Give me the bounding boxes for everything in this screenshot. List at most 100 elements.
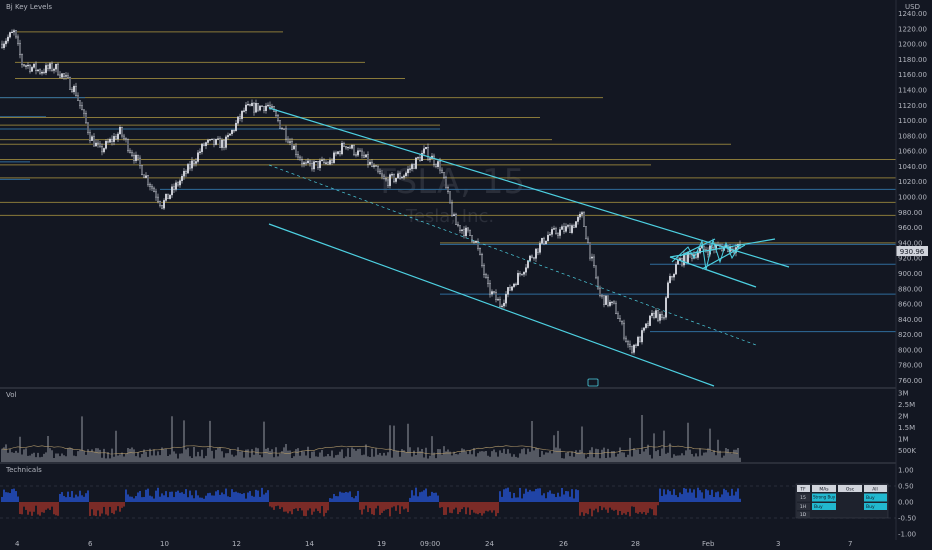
candle-body [587, 238, 590, 244]
candle-body [655, 310, 658, 318]
candle-body [477, 241, 480, 249]
candle-body [317, 161, 320, 168]
technicals-histogram [1, 487, 741, 517]
candle-body [140, 165, 143, 176]
volume-tick-label: 500K [898, 447, 916, 455]
candle-body [487, 277, 490, 284]
candle-body [250, 102, 253, 107]
candle-body [25, 65, 28, 67]
indicator-title[interactable]: Bj Key Levels [6, 3, 52, 11]
last-price-tag [896, 246, 928, 256]
trendline [669, 256, 757, 288]
candle-body [521, 273, 524, 276]
candle-body [248, 104, 251, 107]
candle-body [309, 160, 312, 164]
candle-body [41, 71, 44, 74]
candle-body [397, 173, 400, 179]
candle-body [591, 256, 594, 259]
price-tick-label: 1160.00 [898, 71, 927, 79]
candle-body [289, 141, 292, 143]
candle-body [128, 150, 131, 153]
candle-body [277, 115, 280, 121]
trendline [268, 223, 715, 387]
candle-body [389, 174, 392, 186]
time-tick-label: Feb [702, 540, 715, 548]
candle-body [218, 138, 221, 148]
candle-body [557, 233, 560, 236]
candle-body [525, 267, 528, 273]
candle-body [395, 178, 398, 182]
candle-body [261, 105, 264, 107]
candle-body [509, 287, 512, 291]
candle-body [581, 212, 584, 215]
candle-body [152, 187, 155, 193]
candle-body [391, 174, 394, 176]
candle-body [59, 74, 62, 78]
candle-body [635, 344, 638, 347]
candle-body [401, 176, 404, 179]
candle-body [329, 160, 332, 165]
candle-body [263, 106, 266, 111]
price-tick-label: 960.00 [898, 224, 923, 232]
candle-body [160, 205, 163, 209]
candle-body [419, 157, 422, 161]
candle-body [623, 322, 626, 339]
candle-body [114, 136, 117, 140]
time-tick-label: 28 [631, 540, 640, 548]
candle-body [543, 237, 546, 245]
candle-body [675, 264, 678, 275]
table-header-all: All [872, 487, 878, 493]
candle-body [363, 154, 366, 158]
table-row-tf: 1D [800, 512, 807, 518]
candle-body [423, 148, 426, 154]
collapse-button[interactable] [587, 378, 599, 387]
candle-body [563, 226, 566, 232]
candle-body [421, 153, 424, 161]
trendlines[interactable] [268, 107, 790, 387]
candle-body [597, 277, 600, 289]
candle-body [631, 346, 634, 353]
price-axis[interactable]: 1240.00 1220.00 1200.00 1180.00 1160.00 1140.… [898, 10, 927, 385]
candle-body [501, 305, 504, 307]
candle-body [116, 133, 119, 140]
candle-body [355, 154, 358, 156]
candle-body [122, 135, 125, 139]
candle-body [49, 63, 52, 69]
candle-body [607, 295, 610, 306]
candle-body [429, 158, 432, 160]
candle-body [53, 68, 56, 71]
watermark-company: Tesla, Inc. [405, 206, 494, 227]
candle-body [279, 120, 282, 129]
candle-body [457, 224, 460, 226]
time-axis[interactable]: 4 6 10 12 14 19 09:00 24 26 28 Feb 3 7 [15, 540, 852, 548]
price-tick-label: 1000.00 [898, 194, 927, 202]
candle-body [617, 313, 620, 319]
table-header-osc: Osc [846, 487, 855, 493]
time-tick-label: 12 [232, 540, 241, 548]
candle-body [671, 276, 674, 278]
candle-body [453, 214, 456, 216]
candle-body [305, 162, 308, 164]
candle-body [611, 301, 614, 303]
candle-body [585, 226, 588, 240]
trendline [679, 238, 716, 257]
price-series [1, 28, 742, 355]
trendline [268, 164, 757, 346]
candle-body [226, 135, 229, 138]
technicals-axis[interactable]: 1.00 0.50 0.00 -0.50 -1.00 [0, 467, 916, 539]
candle-body [583, 212, 586, 227]
candle-body [19, 43, 22, 55]
candle-body [353, 144, 356, 155]
candle-body [519, 273, 522, 275]
table-row-mas: Strong Buy [813, 495, 836, 500]
candle-body [23, 64, 26, 67]
volume-axis[interactable]: 3M 2.5M 2M 1.5M 1M 500K [898, 390, 916, 456]
candle-body [651, 312, 654, 316]
table-row-mas: Buy [814, 504, 823, 510]
candle-body [158, 201, 161, 206]
candle-body [483, 265, 486, 275]
candle-body [685, 253, 688, 263]
candle-body [533, 257, 536, 259]
candle-body [633, 344, 636, 353]
